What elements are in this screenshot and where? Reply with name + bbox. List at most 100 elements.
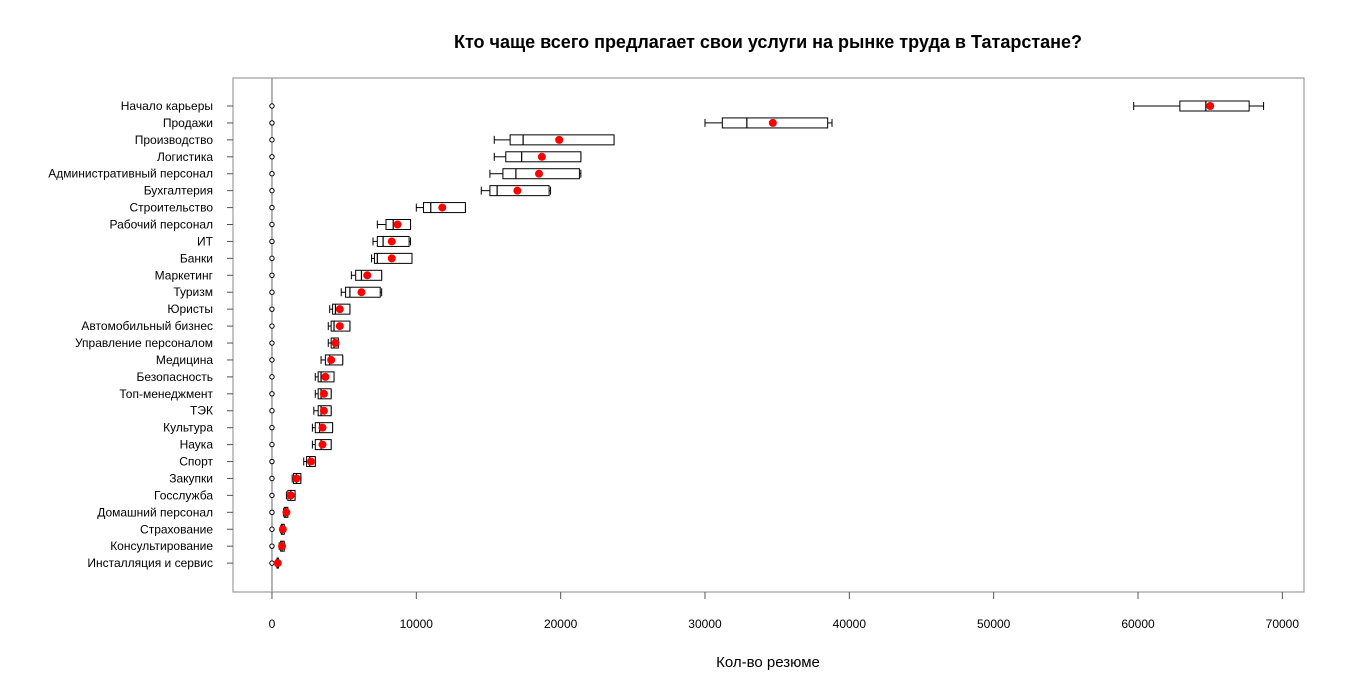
outlier-point [269,238,275,245]
category-label: Бухгалтерия [144,184,213,198]
plot-frame [232,77,1305,593]
outlier-point [269,458,275,465]
box-group [269,523,287,535]
outlier-point [269,289,275,295]
category-label: Медицина [156,353,213,367]
box-group [269,117,833,129]
outlier-point [269,424,275,431]
x-tick-label: 70000 [1266,617,1300,631]
category-label: Туризм [173,285,213,299]
category-label: Наука [180,438,214,452]
category-label: Административный персонал [48,167,213,181]
box-group [269,354,344,366]
category-label: Консультирование [110,539,213,553]
mean-point [273,559,282,568]
box-group [269,557,282,569]
box-group [269,540,287,552]
boxes [269,100,1265,569]
category-label: Домашний персонал [97,505,213,519]
x-tick-label: 40000 [833,617,867,631]
x-tick-label: 10000 [400,617,434,631]
outlier-point [269,543,275,549]
outlier-point [269,103,275,109]
mean-point [768,118,777,127]
outlier-point [269,340,275,346]
mean-point [335,305,344,314]
box-group [269,422,334,434]
category-label: Инсталляция и сервис [87,556,213,570]
box-group [269,472,302,484]
x-tick-label: 60000 [1121,617,1155,631]
category-label: Маркетинг [155,268,214,282]
outlier-point [269,526,275,532]
mean-point [319,406,328,415]
category-label: Госслужба [154,488,213,502]
mean-point [513,186,522,195]
box-group [269,371,335,383]
category-label: Рабочий персонал [109,218,213,232]
mean-point [438,203,447,212]
mean-point [393,220,402,229]
mean-point [535,169,543,178]
mean-point [555,135,564,144]
category-label: Строительство [129,201,213,215]
category-label: Страхование [140,522,213,536]
mean-point [537,152,546,161]
outlier-point [269,357,275,363]
outlier-point [269,408,275,414]
box-group [269,151,582,163]
box-group [269,100,1265,112]
box-group [269,202,466,214]
outlier-point [269,154,275,160]
box-group [269,235,412,247]
category-label: ТЭК [190,404,213,418]
category-label: Автомобильный бизнес [81,319,213,333]
mean-point [335,322,344,331]
outlier-point [269,221,275,228]
box-group [269,489,296,501]
mean-point [387,237,396,246]
mean-point [363,271,372,280]
box-group [269,405,332,417]
box-group [269,456,316,468]
category-label: Юристы [167,302,213,316]
x-axis-title: Кол-во резюме [716,654,820,671]
outlier-point [269,492,275,499]
category-label: Культура [163,421,213,435]
outlier-point [269,441,275,448]
outlier-point [269,475,275,482]
outlier-point [269,323,275,329]
outlier-point [269,187,275,194]
mean-point [318,423,327,432]
outlier-point [269,120,275,126]
mean-point [282,508,291,517]
category-labels: Начало карьеры Продажи Производство Логисти… [48,99,233,570]
mean-point [318,440,327,449]
outlier-point [269,391,275,397]
outlier-point [269,137,275,143]
mean-point [1206,102,1215,110]
mean-point [319,389,328,398]
mean-point [286,491,295,500]
box-group [269,286,383,298]
box-group [269,439,332,451]
mean-point [331,339,340,348]
box-group [269,320,351,332]
x-tick-label: 20000 [544,617,578,631]
category-label: Безопасность [136,370,213,384]
box-group [269,252,413,264]
category-label: Продажи [163,116,213,130]
category-label: Закупки [169,471,213,485]
mean-point [357,288,366,297]
outlier-point [269,272,275,278]
x-tick-label: 0 [269,617,276,631]
box-group [269,388,332,400]
mean-point [278,542,287,551]
box-group [269,303,351,315]
outlier-point [269,509,275,516]
outlier-point [269,204,275,211]
outlier-point [269,374,275,380]
x-tick-label: 30000 [688,617,722,631]
box-group [269,219,412,231]
